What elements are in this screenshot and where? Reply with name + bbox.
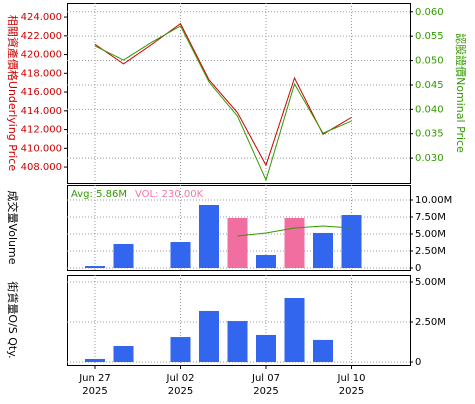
x-tick-year: 2025 [253,386,278,397]
bar [313,232,333,268]
x-tick-label: Jul 10 [337,373,366,384]
bar [284,298,305,362]
bar [170,242,191,268]
panel-frame [67,185,411,271]
x-tick-year: 2025 [339,386,364,397]
y-tick-label: 0 [415,357,421,368]
panel-frame [67,275,411,366]
y2-tick-label: 0.045 [415,80,444,91]
line [237,225,352,237]
x-tick-label: Jul 07 [251,373,280,384]
y-tick-label: 420.000 [21,50,62,61]
bar [199,205,219,268]
y-axis-title: 街貨量O/S Qty. [6,281,20,358]
y-tick-label: 408.000 [21,162,62,173]
bar [85,266,105,268]
x-tick-year: 2025 [82,386,107,397]
y-tick-label: 424.000 [21,12,62,23]
bar [227,217,248,268]
y2-axis-title: 認股證價Nominal Price [454,33,468,153]
bar [199,310,219,362]
y-tick-label: 10.00M [415,195,452,206]
y-tick-label: 2.50M [415,317,446,328]
bar [113,243,134,268]
bar [227,321,248,362]
bar [256,334,276,362]
bar [313,339,333,362]
annotation: Avg: 5.86M [71,189,127,200]
x-tick-year: 2025 [168,386,193,397]
panel-frame [67,3,411,184]
y-tick-label: 0 [415,263,421,274]
bar [284,217,305,268]
y-tick-label: 414.000 [21,106,62,117]
line [94,25,352,182]
y-axis-title: 成交量Volume [6,191,20,265]
y-tick-label: 5.00M [415,229,446,240]
line [94,22,352,167]
y-tick-label: 2.50M [415,246,446,257]
y-tick-label: 410.000 [21,143,62,154]
bar [170,337,191,362]
y-tick-label: 422.000 [21,31,62,42]
y2-tick-label: 0.050 [415,56,444,67]
y-tick-label: 418.000 [21,68,62,79]
bar [85,358,105,362]
x-tick-label: Jun 27 [78,373,111,384]
y2-tick-label: 0.030 [415,153,444,164]
y-axis-title: 相關資產價格Underlying Price [6,15,20,171]
annotation: VOL: 230.00K [135,189,204,200]
bar [113,346,134,362]
y2-tick-label: 0.040 [415,104,444,115]
y2-tick-label: 0.035 [415,129,444,140]
y2-tick-label: 0.055 [415,31,444,42]
bar [341,215,362,268]
y-tick-label: 416.000 [21,87,62,98]
y-tick-label: 7.50M [415,212,446,223]
bar [256,255,276,268]
y2-tick-label: 0.060 [415,7,444,18]
x-tick-label: Jul 02 [166,373,195,384]
y-tick-label: 412.000 [21,125,62,136]
y-tick-label: 5.00M [415,277,446,288]
